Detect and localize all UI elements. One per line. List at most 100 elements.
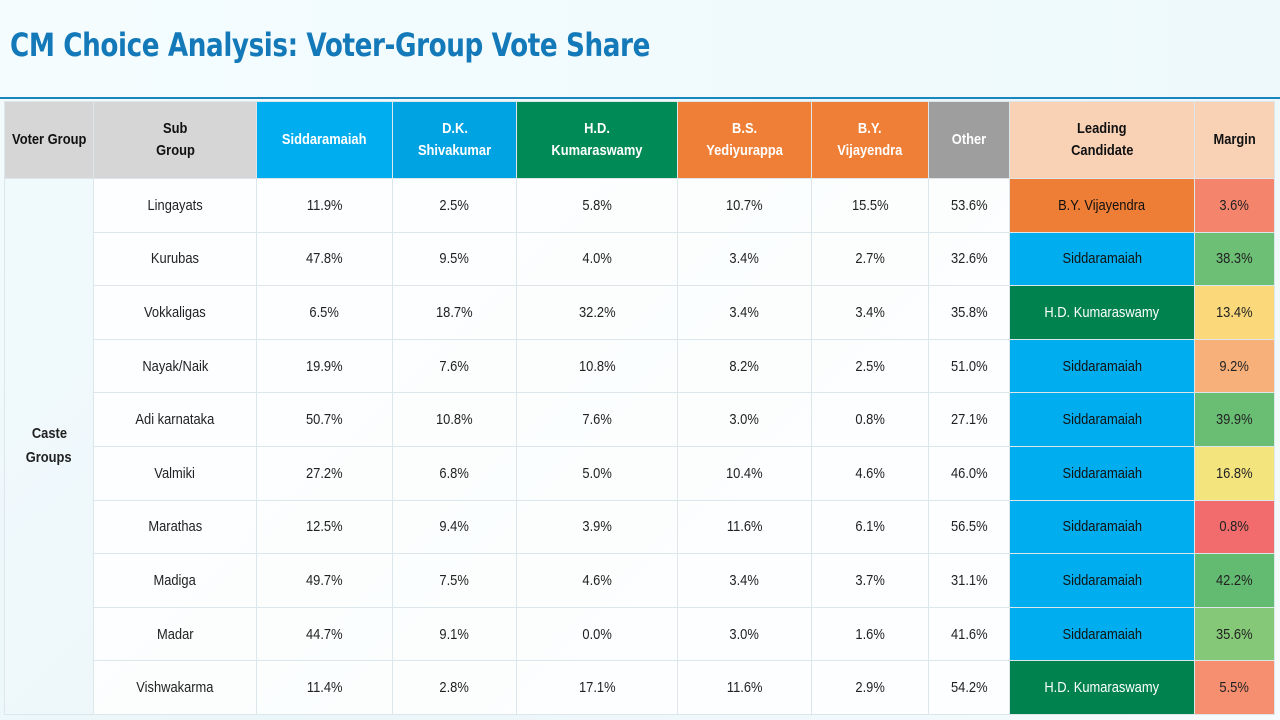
- siddaramaiah-cell: 44.7%: [256, 606, 393, 662]
- siddaramaiah-cell: 11.9%: [256, 178, 393, 233]
- col-other: Other: [928, 101, 1010, 179]
- hd-kumaraswamy-cell: 4.0%: [516, 231, 678, 287]
- bs-yediyurappa-cell: 3.0%: [677, 606, 812, 662]
- table-row: Madiga 49.7% 7.5% 4.6% 3.4% 3.7% 31.1% Siddaram…: [5, 553, 1275, 608]
- siddaramaiah-cell: 19.9%: [256, 338, 393, 394]
- bs-yediyurappa-cell: 3.0%: [677, 392, 812, 447]
- other-cell: 46.0%: [928, 445, 1010, 501]
- dk-shivakumar-cell: 9.1%: [392, 606, 517, 662]
- margin-cell: 42.2%: [1194, 553, 1275, 608]
- leading-candidate-cell: Siddaramaiah: [1009, 231, 1195, 287]
- margin-cell: 39.9%: [1194, 392, 1275, 447]
- margin-cell: 9.2%: [1194, 338, 1275, 394]
- sub-group-cell: Vokkaligas: [93, 285, 257, 340]
- by-vijayendra-cell: 4.6%: [811, 445, 929, 501]
- bs-yediyurappa-cell: 10.4%: [677, 445, 812, 501]
- margin-cell: 35.6%: [1194, 606, 1275, 662]
- siddaramaiah-cell: 11.4%: [256, 660, 393, 715]
- sub-group-cell: Madiga: [93, 553, 257, 608]
- siddaramaiah-cell: 12.5%: [256, 499, 393, 555]
- leading-candidate-cell: H.D. Kumaraswamy: [1009, 285, 1195, 340]
- by-vijayendra-cell: 3.7%: [811, 553, 929, 608]
- by-vijayendra-cell: 15.5%: [811, 178, 929, 233]
- table-row: Vishwakarma 11.4% 2.8% 17.1% 11.6% 2.9% 54.2% H…: [5, 660, 1275, 715]
- dk-shivakumar-cell: 6.8%: [392, 445, 517, 501]
- leading-candidate-cell: Siddaramaiah: [1009, 445, 1195, 501]
- table-row: Marathas 12.5% 9.4% 3.9% 11.6% 6.1% 56.5% Sidda…: [5, 499, 1275, 555]
- by-vijayendra-cell: 6.1%: [811, 499, 929, 555]
- sub-group-cell: Adi karnataka: [93, 392, 257, 447]
- bs-yediyurappa-cell: 8.2%: [677, 338, 812, 394]
- leading-candidate-cell: Siddaramaiah: [1009, 392, 1195, 447]
- col-margin: Margin: [1194, 101, 1275, 179]
- sub-group-cell: Madar: [93, 606, 257, 662]
- by-vijayendra-cell: 2.9%: [811, 660, 929, 715]
- col-bs-yediyurappa: B.S. Yediyurappa: [677, 101, 812, 179]
- by-vijayendra-cell: 2.5%: [811, 338, 929, 394]
- siddaramaiah-cell: 49.7%: [256, 553, 393, 608]
- other-cell: 41.6%: [928, 606, 1010, 662]
- dk-shivakumar-cell: 18.7%: [392, 285, 517, 340]
- sub-group-cell: Valmiki: [93, 445, 257, 501]
- leading-candidate-cell: Siddaramaiah: [1009, 606, 1195, 662]
- by-vijayendra-cell: 1.6%: [811, 606, 929, 662]
- col-siddaramaiah: Siddaramaiah: [256, 101, 393, 179]
- sub-group-cell: Kurubas: [93, 231, 257, 287]
- bs-yediyurappa-cell: 3.4%: [677, 553, 812, 608]
- leading-candidate-cell: B.Y. Vijayendra: [1009, 178, 1195, 233]
- hd-kumaraswamy-cell: 17.1%: [516, 660, 678, 715]
- dk-shivakumar-cell: 7.6%: [392, 338, 517, 394]
- other-cell: 54.2%: [928, 660, 1010, 715]
- bs-yediyurappa-cell: 10.7%: [677, 178, 812, 233]
- hd-kumaraswamy-cell: 7.6%: [516, 392, 678, 447]
- other-cell: 31.1%: [928, 553, 1010, 608]
- other-cell: 53.6%: [928, 178, 1010, 233]
- bs-yediyurappa-cell: 11.6%: [677, 499, 812, 555]
- hd-kumaraswamy-cell: 5.8%: [516, 178, 678, 233]
- voter-group-cell: Caste Groups: [4, 178, 94, 715]
- col-dk-shivakumar: D.K. Shivakumar: [392, 101, 517, 179]
- title-bar: CM Choice Analysis: Voter-Group Vote Sha…: [0, 0, 1280, 99]
- margin-cell: 5.5%: [1194, 660, 1275, 715]
- bs-yediyurappa-cell: 3.4%: [677, 285, 812, 340]
- dk-shivakumar-cell: 2.5%: [392, 178, 517, 233]
- table-row: Kurubas 47.8% 9.5% 4.0% 3.4% 2.7% 32.6% Siddara…: [5, 231, 1275, 287]
- table-row: Madar 44.7% 9.1% 0.0% 3.0% 1.6% 41.6% Siddarama…: [5, 606, 1275, 662]
- sub-group-cell: Lingayats: [93, 178, 257, 233]
- siddaramaiah-cell: 6.5%: [256, 285, 393, 340]
- col-hd-kumaraswamy: H.D. Kumaraswamy: [516, 101, 678, 179]
- other-cell: 27.1%: [928, 392, 1010, 447]
- col-sub-group: Sub Group: [93, 101, 257, 179]
- dk-shivakumar-cell: 9.4%: [392, 499, 517, 555]
- col-voter-group: Voter Group: [4, 101, 94, 179]
- dk-shivakumar-cell: 9.5%: [392, 231, 517, 287]
- leading-candidate-cell: H.D. Kumaraswamy: [1009, 660, 1195, 715]
- by-vijayendra-cell: 0.8%: [811, 392, 929, 447]
- by-vijayendra-cell: 2.7%: [811, 231, 929, 287]
- siddaramaiah-cell: 27.2%: [256, 445, 393, 501]
- margin-cell: 3.6%: [1194, 178, 1275, 233]
- dk-shivakumar-cell: 2.8%: [392, 660, 517, 715]
- sub-group-cell: Vishwakarma: [93, 660, 257, 715]
- bs-yediyurappa-cell: 3.4%: [677, 231, 812, 287]
- margin-cell: 38.3%: [1194, 231, 1275, 287]
- hd-kumaraswamy-cell: 32.2%: [516, 285, 678, 340]
- hd-kumaraswamy-cell: 5.0%: [516, 445, 678, 501]
- table-row: Vokkaligas 6.5% 18.7% 32.2% 3.4% 3.4% 35.8% H.D…: [5, 285, 1275, 340]
- sub-group-cell: Marathas: [93, 499, 257, 555]
- other-cell: 32.6%: [928, 231, 1010, 287]
- dk-shivakumar-cell: 10.8%: [392, 392, 517, 447]
- col-leading-candidate: Leading Candidate: [1009, 101, 1195, 179]
- leading-candidate-cell: Siddaramaiah: [1009, 338, 1195, 394]
- table-row: Caste Groups Lingayats 11.9% 2.5% 5.8% 10.7% 15…: [4, 178, 1275, 715]
- siddaramaiah-cell: 50.7%: [256, 392, 393, 447]
- other-cell: 35.8%: [928, 285, 1010, 340]
- table-row: Valmiki 27.2% 6.8% 5.0% 10.4% 4.6% 46.0% Siddar…: [5, 445, 1275, 501]
- other-cell: 51.0%: [928, 338, 1010, 394]
- hd-kumaraswamy-cell: 3.9%: [516, 499, 678, 555]
- by-vijayendra-cell: 3.4%: [811, 285, 929, 340]
- bs-yediyurappa-cell: 11.6%: [677, 660, 812, 715]
- margin-cell: 13.4%: [1194, 285, 1275, 340]
- margin-cell: 16.8%: [1194, 445, 1275, 501]
- table-row: Adi karnataka 50.7% 10.8% 7.6% 3.0% 0.8% 27.1%…: [5, 392, 1275, 447]
